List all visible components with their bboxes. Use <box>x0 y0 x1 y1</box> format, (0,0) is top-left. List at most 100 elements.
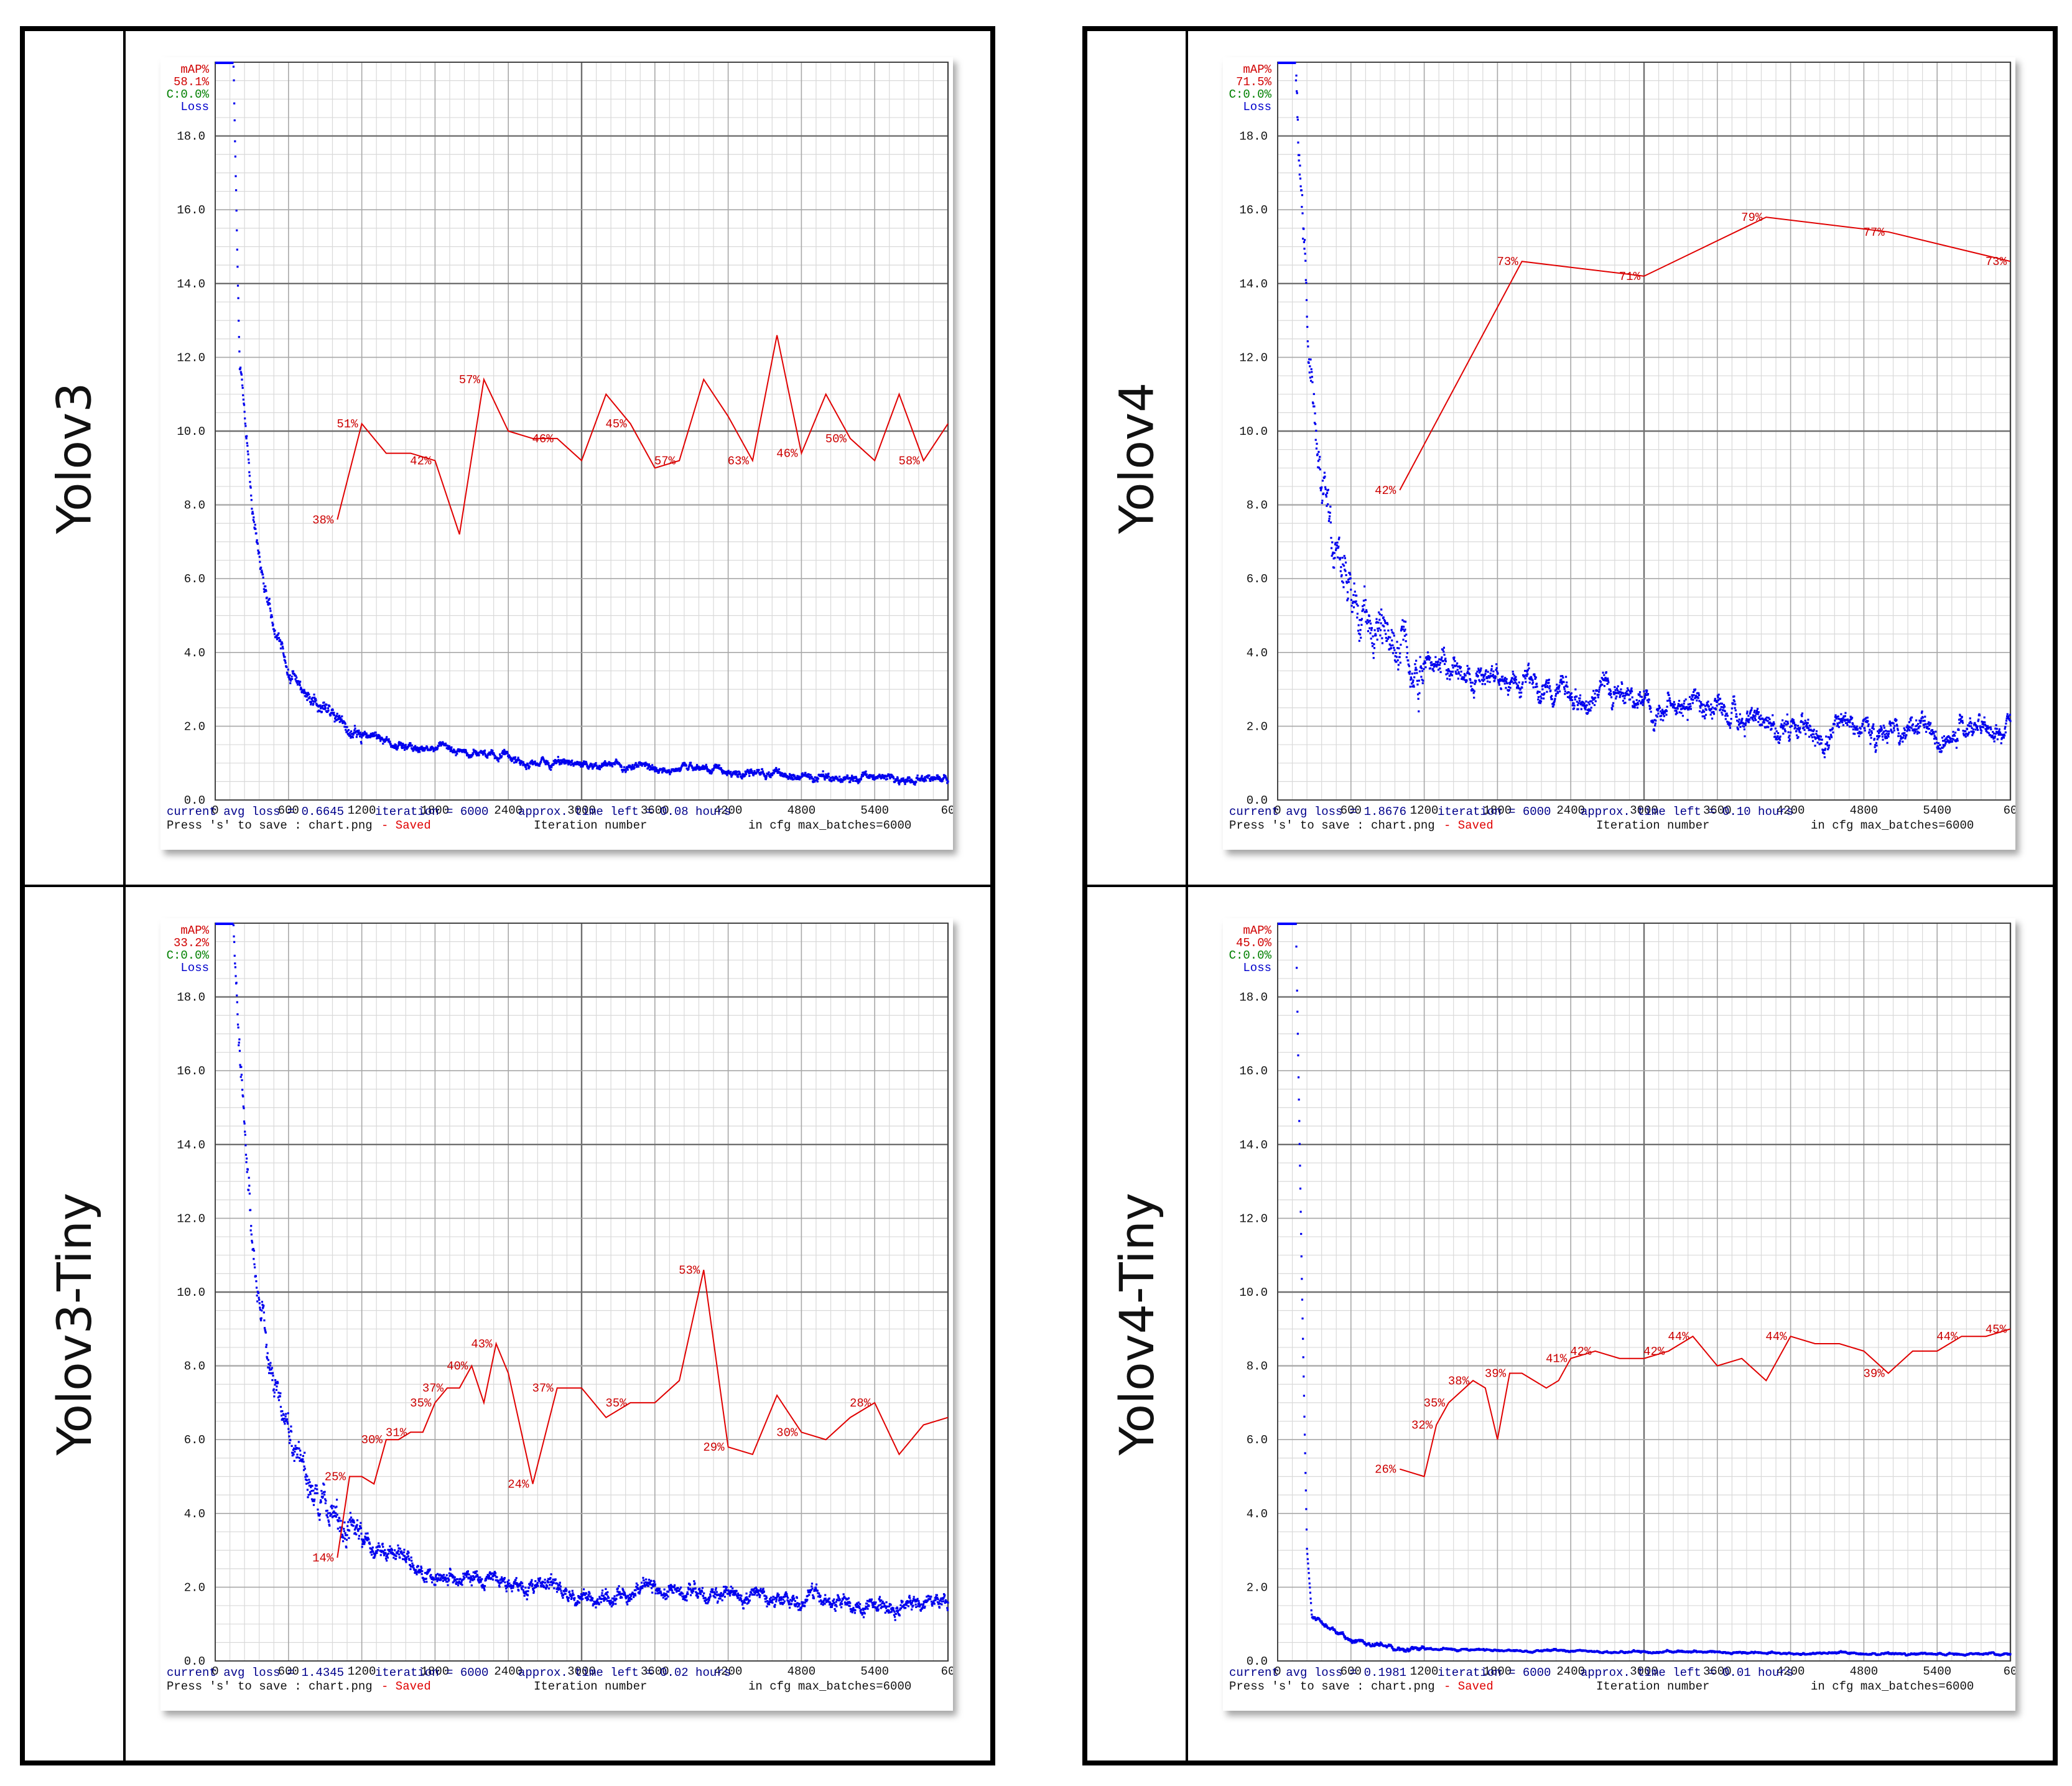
status-current-loss: current avg loss = 1.8676 <box>1229 805 1406 819</box>
loss-point <box>1497 672 1499 674</box>
loss-point <box>1867 725 1870 727</box>
loss-point <box>2002 737 2005 739</box>
loss-point <box>548 766 551 768</box>
loss-point <box>814 776 816 779</box>
loss-point <box>729 772 732 774</box>
loss-point <box>417 749 419 751</box>
loss-point <box>1573 702 1575 705</box>
loss-point <box>287 673 289 676</box>
loss-point <box>795 778 797 781</box>
loss-point <box>1329 505 1332 508</box>
loss-point <box>1843 719 1846 721</box>
loss-point <box>440 1578 442 1581</box>
loss-point <box>1813 728 1815 731</box>
loss-point <box>287 674 290 677</box>
loss-point <box>644 765 646 768</box>
loss-point <box>700 766 703 768</box>
loss-point <box>898 783 901 786</box>
loss-point <box>455 754 457 756</box>
loss-point <box>862 771 864 774</box>
loss-point <box>603 761 605 764</box>
loss-point <box>318 1513 320 1515</box>
loss-point <box>1820 742 1823 745</box>
x-tick-label: 1800 <box>421 1665 450 1678</box>
loss-point <box>465 750 468 753</box>
loss-point <box>267 1359 270 1361</box>
loss-point <box>1571 695 1573 699</box>
loss-point <box>802 774 806 777</box>
loss-point <box>511 759 514 762</box>
loss-point <box>1624 701 1627 704</box>
loss-point <box>490 751 492 753</box>
loss-point <box>267 598 270 601</box>
loss-point <box>1463 672 1466 675</box>
loss-point <box>312 697 314 699</box>
loss-point <box>1865 717 1867 719</box>
loss-point <box>1356 616 1359 619</box>
loss-point <box>268 598 271 600</box>
loss-point <box>258 1302 261 1305</box>
loss-point <box>1788 738 1791 741</box>
loss-point <box>404 1557 407 1560</box>
loss-point <box>1862 723 1864 725</box>
loss-point <box>1599 681 1602 683</box>
loss-point <box>662 770 664 772</box>
loss-point <box>735 773 738 776</box>
loss-point <box>1589 709 1592 712</box>
loss-point <box>265 590 267 592</box>
loss-point <box>634 761 637 765</box>
loss-point <box>1892 731 1894 733</box>
loss-point <box>1480 674 1483 677</box>
loss-point <box>1722 709 1724 712</box>
loss-point <box>1980 732 1982 734</box>
x-tick-label: 1800 <box>421 804 450 817</box>
loss-point <box>1588 703 1591 705</box>
loss-point <box>1691 695 1694 698</box>
loss-point <box>1910 716 1913 719</box>
loss-point <box>332 1512 334 1514</box>
loss-point <box>839 775 841 778</box>
loss-point <box>687 768 690 770</box>
loss-point <box>261 1301 263 1303</box>
loss-point <box>1812 730 1814 733</box>
loss-point <box>363 730 366 733</box>
loss-point <box>266 1357 269 1360</box>
loss-point <box>1308 361 1310 364</box>
loss-point <box>1621 682 1624 685</box>
loss-point <box>1319 468 1321 471</box>
loss-point <box>1450 671 1452 673</box>
loss-point <box>294 674 297 677</box>
loss-point <box>450 1574 453 1578</box>
loss-point <box>361 736 363 738</box>
loss-point <box>1471 688 1474 691</box>
loss-point <box>1448 674 1451 677</box>
loss-point <box>321 1492 323 1495</box>
loss-point <box>279 639 281 641</box>
loss-point <box>1410 676 1412 679</box>
loss-point <box>1526 669 1529 671</box>
loss-point <box>1433 665 1436 667</box>
loss-point <box>350 1516 353 1519</box>
loss-point <box>255 1286 258 1289</box>
loss-point <box>306 699 309 701</box>
loss-point <box>1976 725 1979 728</box>
loss-point <box>732 773 734 775</box>
loss-point <box>412 749 415 751</box>
loss-point <box>2000 733 2002 735</box>
loss-point <box>1781 724 1783 727</box>
loss-point <box>775 766 778 770</box>
loss-point <box>531 761 533 764</box>
loss-point <box>1457 671 1460 674</box>
loss-point <box>1372 657 1375 659</box>
loss-point <box>792 773 795 776</box>
loss-point <box>1633 705 1636 707</box>
loss-point <box>1446 677 1449 680</box>
loss-point <box>368 1541 371 1544</box>
loss-point <box>1586 712 1589 715</box>
loss-point <box>1686 719 1689 721</box>
loss-point <box>1970 730 1972 733</box>
loss-point <box>1495 669 1497 671</box>
loss-point <box>310 703 312 705</box>
loss-point <box>1532 686 1535 689</box>
loss-point <box>337 1527 339 1530</box>
